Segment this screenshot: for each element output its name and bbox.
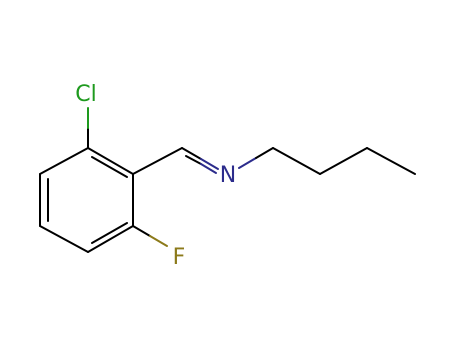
- bond: [87, 147, 134, 175]
- atom-label: N: [220, 163, 236, 188]
- bond: [319, 147, 368, 175]
- bond: [132, 147, 183, 175]
- bond: [87, 225, 134, 253]
- atom-label: Cl: [75, 82, 96, 107]
- bond: [132, 225, 151, 237]
- bonds: [39, 107, 416, 253]
- bond: [238, 157, 257, 169]
- bond: [39, 147, 89, 175]
- bond: [91, 156, 128, 178]
- bond: [272, 147, 321, 175]
- bond: [200, 158, 219, 170]
- bond: [200, 163, 217, 174]
- bond: [91, 222, 128, 244]
- bond: [39, 225, 89, 253]
- bond: [255, 147, 274, 159]
- atom-label: F: [173, 245, 186, 270]
- bond: [366, 147, 416, 175]
- bond: [181, 147, 202, 160]
- bond: [149, 235, 168, 247]
- bond: [185, 155, 202, 165]
